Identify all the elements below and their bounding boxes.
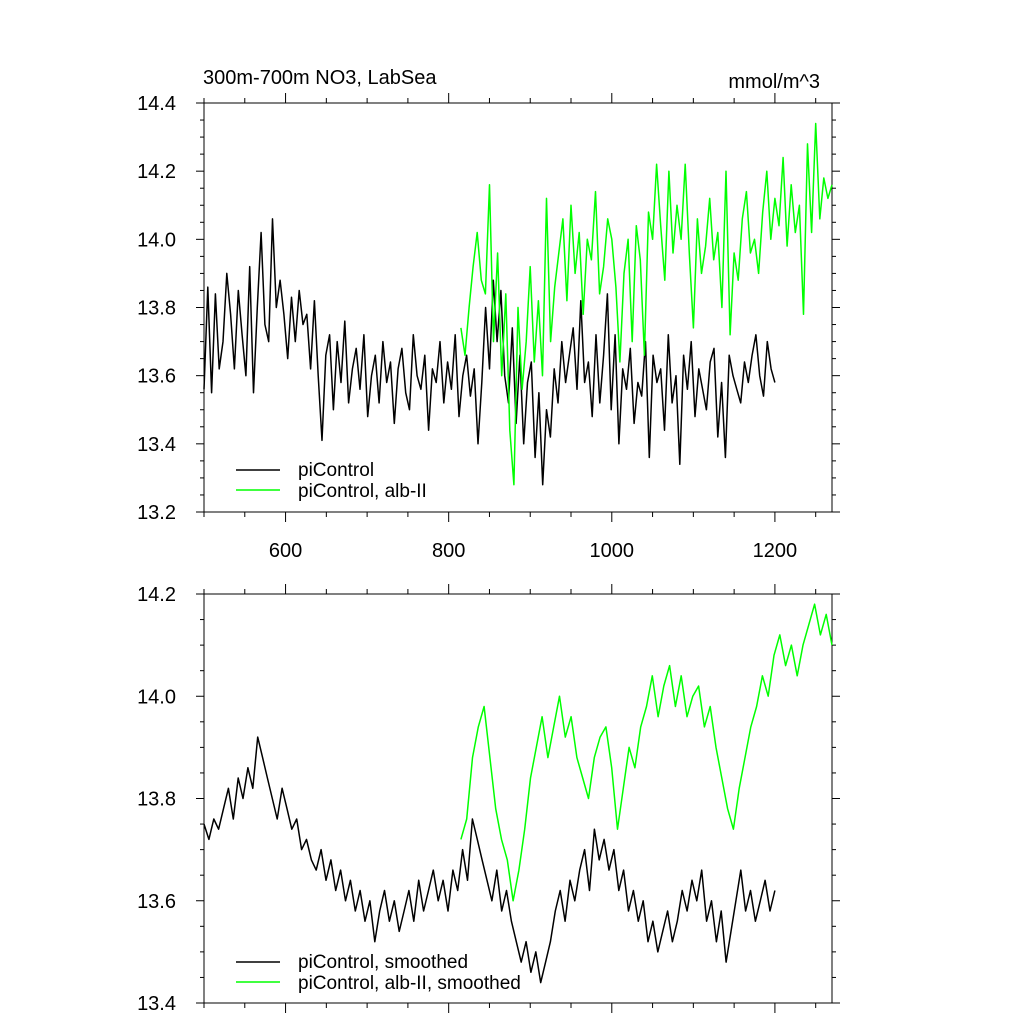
legend-label: piControl, smoothed — [298, 952, 468, 973]
y-tick-label: 14.0 — [137, 229, 176, 251]
y-tick-label: 13.4 — [137, 434, 176, 456]
y-tick-label: 13.8 — [137, 298, 176, 320]
bottom-chart-panel: 13.4 13.6 13.8 14.0 14.2 piControl, smoothed… — [137, 584, 840, 1015]
y-tick-label: 13.4 — [137, 993, 176, 1015]
series-line — [460, 122, 833, 486]
units-label: mmol/m^3 — [728, 71, 820, 93]
axis-tick-labels: 13.4 13.6 13.8 14.0 14.2 — [137, 584, 176, 1015]
series-line — [203, 736, 776, 984]
y-tick-label: 14.2 — [137, 161, 176, 183]
legend-label: piControl — [298, 460, 374, 481]
legend: piControl piControl, alb-II — [236, 460, 427, 502]
legend: piControl, smoothed piControl, alb-II, s… — [236, 952, 521, 994]
legend-label: piControl, alb-II, smoothed — [298, 973, 521, 994]
y-tick-label: 14.2 — [137, 584, 176, 606]
x-tick-label: 800 — [432, 540, 465, 562]
y-tick-label: 13.8 — [137, 789, 176, 811]
series-line — [460, 603, 833, 902]
y-tick-label: 13.6 — [137, 891, 176, 913]
x-tick-label: 1000 — [590, 540, 635, 562]
axis-ticks — [196, 584, 840, 1013]
y-tick-label: 13.2 — [137, 502, 176, 524]
legend-label: piControl, alb-II — [298, 481, 427, 502]
y-tick-label: 14.4 — [137, 93, 176, 115]
y-tick-label: 13.6 — [137, 366, 176, 388]
axis-ticks — [196, 93, 840, 522]
x-tick-label: 1200 — [753, 540, 798, 562]
series-group — [203, 603, 833, 984]
chart-title: 300m-700m NO3, LabSea — [203, 67, 437, 89]
axis-tick-labels: 13.2 13.4 13.6 13.8 14.0 14.2 14.4 600 800 1000 12… — [137, 93, 797, 562]
series-group — [203, 122, 833, 486]
top-chart-panel: 300m-700m NO3, LabSea mmol/m^3 13.213.41… — [137, 67, 840, 562]
series-line — [203, 218, 776, 486]
y-tick-label: 14.0 — [137, 686, 176, 708]
x-tick-label: 600 — [269, 540, 302, 562]
